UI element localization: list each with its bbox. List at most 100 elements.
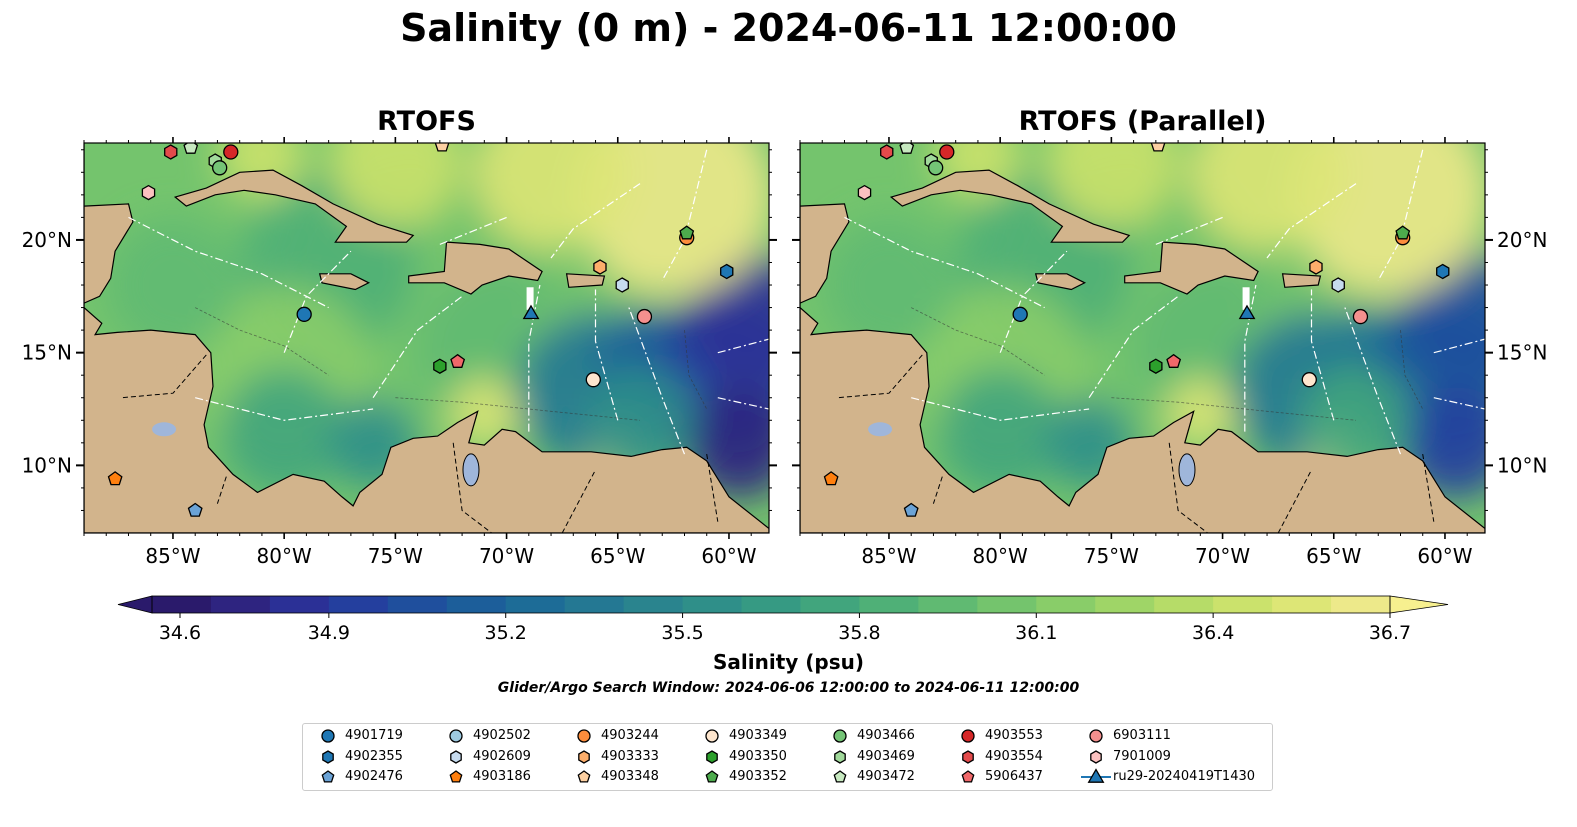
eez-boundary bbox=[550, 183, 641, 259]
country-border bbox=[216, 476, 227, 504]
legend-marker bbox=[1081, 768, 1111, 783]
colorbar-segment bbox=[446, 596, 507, 613]
land-cuba bbox=[889, 169, 1131, 243]
salinity-patch bbox=[937, 368, 1063, 495]
map-marker-4902476 bbox=[903, 502, 919, 517]
map-marker-4903466 bbox=[212, 160, 228, 176]
legend-marker bbox=[449, 770, 463, 783]
lat-tick-label: 15°N bbox=[22, 341, 72, 365]
eez-boundary bbox=[1433, 397, 1485, 410]
map-marker-4903350 bbox=[1149, 358, 1163, 374]
legend-marker bbox=[833, 729, 847, 743]
map-marker-4902609 bbox=[1331, 277, 1345, 293]
map-marker-4903472 bbox=[183, 143, 199, 154]
map-marker-4903348 bbox=[1150, 143, 1166, 152]
legend-marker-shape bbox=[449, 770, 463, 783]
legend-marker bbox=[961, 729, 975, 743]
eez-boundary bbox=[1244, 284, 1257, 432]
map-marker-4903349 bbox=[1301, 372, 1317, 388]
map-marker-4903350 bbox=[433, 358, 447, 374]
eez-boundary bbox=[283, 250, 352, 353]
map-marker-4902355 bbox=[720, 263, 734, 280]
eez-boundary bbox=[594, 289, 619, 421]
eez-boundary bbox=[717, 338, 769, 354]
lat-tick-label: 20°N bbox=[22, 228, 72, 252]
legend: 4901719 4902355 4902476 4902502 4902609 49031… bbox=[302, 723, 1273, 791]
colorbar-segment bbox=[682, 596, 743, 613]
land-puerto-rico bbox=[1281, 273, 1322, 288]
map-marker-ru29-20240419T1430 bbox=[1238, 304, 1256, 320]
legend-marker-shape bbox=[322, 749, 334, 764]
country-border bbox=[452, 442, 493, 533]
legend-marker-shape bbox=[834, 749, 846, 764]
legend-marker bbox=[706, 749, 718, 764]
legend-marker-shape bbox=[577, 770, 591, 783]
colorbar-segment bbox=[1272, 596, 1332, 613]
lat-tick-label: 15°N bbox=[1497, 341, 1547, 365]
map-marker-4903333 bbox=[593, 259, 607, 275]
legend-label: 4903352 bbox=[729, 769, 787, 784]
lon-tick-label: 80°W bbox=[257, 544, 312, 568]
eez-boundary bbox=[528, 284, 541, 432]
colorbar-segment bbox=[328, 596, 389, 613]
colorbar-segment bbox=[1213, 596, 1273, 613]
colorbar-extend-min bbox=[117, 595, 153, 614]
colorbar-segment bbox=[269, 596, 330, 613]
colorbar-tick-label: 35.5 bbox=[661, 622, 703, 644]
lon-tick-label: 65°W bbox=[1306, 544, 1361, 568]
land-central-america bbox=[800, 143, 1485, 533]
eez-boundary bbox=[128, 216, 329, 309]
search-window-note: Glider/Argo Search Window: 2024-06-06 12… bbox=[497, 680, 1080, 696]
legend-marker-shape bbox=[1089, 729, 1103, 743]
colorbar-tick-label: 34.6 bbox=[159, 622, 201, 644]
legend-marker bbox=[578, 749, 590, 764]
legend-marker-shape bbox=[962, 749, 974, 764]
glider-track bbox=[1242, 287, 1250, 310]
map-marker-5906437 bbox=[450, 353, 466, 368]
legend-marker-shape bbox=[961, 729, 975, 743]
map-marker-4903553 bbox=[939, 144, 955, 160]
legend-marker bbox=[450, 749, 462, 764]
salinity-patch bbox=[473, 143, 629, 252]
lake-nicaragua bbox=[868, 422, 893, 437]
map-marker-6903111 bbox=[1352, 308, 1369, 325]
panel-frame bbox=[799, 142, 1486, 534]
bathymetry-contour bbox=[1111, 397, 1357, 421]
land-puerto-rico bbox=[565, 273, 606, 288]
colorbar-segment bbox=[387, 596, 448, 613]
map-marker-4903352 bbox=[1395, 225, 1411, 240]
colorbar: 34.6 34.9 35.2 35.5 35.8 36.1 36.4 36.7 bbox=[117, 595, 1449, 644]
land-cuba bbox=[173, 169, 415, 243]
eez-boundary bbox=[195, 397, 374, 421]
legend-marker bbox=[322, 749, 334, 764]
map-marker-4901719 bbox=[296, 306, 312, 322]
figure-title: Salinity (0 m) - 2024-06-11 12:00:00 bbox=[400, 6, 1177, 50]
legend-label: 6903111 bbox=[1113, 728, 1171, 743]
map-marker-7901009 bbox=[141, 184, 156, 201]
lat-tick-label: 10°N bbox=[1497, 453, 1547, 477]
colorbar-segment bbox=[210, 596, 271, 613]
legend-marker-shape bbox=[449, 729, 463, 743]
lon-tick-label: 80°W bbox=[973, 544, 1028, 568]
colorbar-segment bbox=[1331, 596, 1391, 613]
map-marker-4903186 bbox=[823, 471, 839, 486]
panel-frame bbox=[83, 142, 770, 534]
legend-marker-shape bbox=[961, 770, 975, 783]
legend-marker bbox=[449, 729, 463, 743]
salinity-patch bbox=[106, 217, 240, 353]
map-marker-4902476 bbox=[187, 502, 203, 517]
lon-tick-label: 60°W bbox=[1417, 544, 1472, 568]
colorbar-tick-label: 35.2 bbox=[485, 622, 527, 644]
legend-marker bbox=[577, 729, 591, 743]
land-central-america bbox=[84, 143, 769, 533]
eez-boundary bbox=[1310, 289, 1335, 421]
map-marker-4903348 bbox=[434, 143, 450, 152]
map-marker-4901719 bbox=[1012, 306, 1028, 322]
map-marker-4903466 bbox=[928, 160, 944, 176]
legend-label: 7901009 bbox=[1113, 748, 1171, 764]
colorbar-tick-label: 34.9 bbox=[308, 622, 350, 644]
legend-marker-shape bbox=[450, 749, 462, 764]
eez-boundary bbox=[1088, 295, 1179, 399]
colorbar-frame bbox=[151, 595, 1391, 614]
legend-marker bbox=[962, 749, 974, 764]
